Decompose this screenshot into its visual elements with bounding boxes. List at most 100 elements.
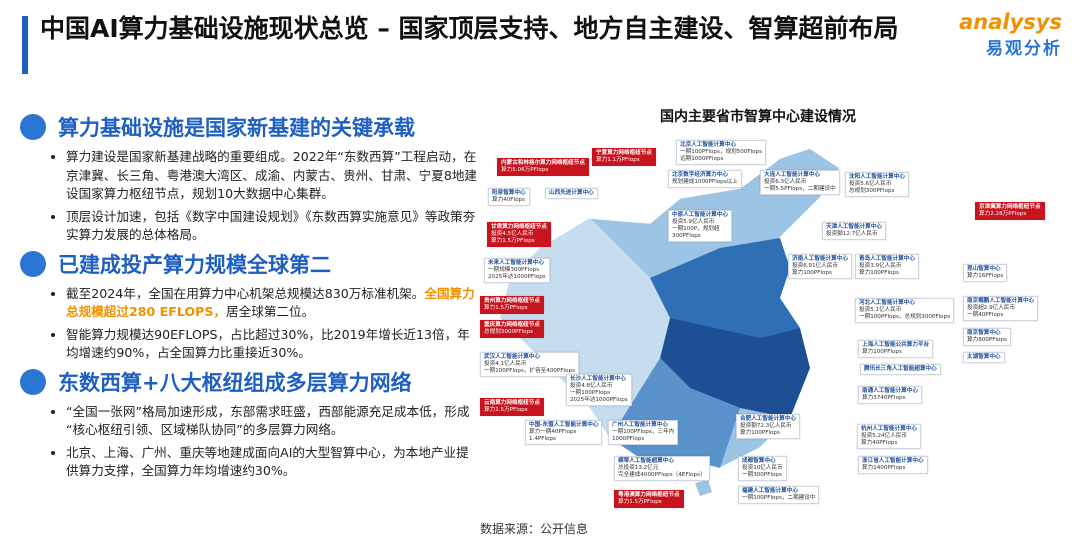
callout: 中原人工智能计算中心 投资5.9亿人民币 一期100P，规划超 300PFlops xyxy=(668,210,732,242)
section-heading: 已建成投产算力规模全球第二 xyxy=(20,249,480,279)
callout-line: 算力1.5万PFlops xyxy=(491,238,535,244)
callout: 福建人工智能计算中心 一期100PFlops，二期建设中 xyxy=(738,486,820,504)
callout: 青岛人工智能计算中心 投资3.9亿人民币 算力100PFlops xyxy=(855,254,919,279)
callout: 横琴人工智能超算中心 总投资13.2亿元 完全建成4000PFlops（4EFlop… xyxy=(614,456,710,481)
callout-line: 算力一期40PFlops xyxy=(529,429,577,435)
callout-title: 上海人工智能公共算力平台 xyxy=(862,342,930,348)
callout-title: 青岛人工智能计算中心 xyxy=(859,256,915,262)
callout-line: 规划建成1000PFlops以上 xyxy=(672,179,738,185)
callout: 甘肃算力网络枢纽节点 投资4.5亿人民币 算力1.5万PFlops xyxy=(487,222,551,247)
callout-line: 投资5.6亿人民币 xyxy=(849,181,892,187)
callout: 南通人工智能计算中心 算力3740PFlops xyxy=(858,386,922,404)
callout-line: 一期100PFlops，三年内 xyxy=(612,429,675,435)
callout-line: 算力2.28万PFlops xyxy=(979,211,1027,217)
callout: 宁夏算力网络枢纽节点 算力1.1万PFlops xyxy=(592,148,656,166)
callout-line: 投资额72.3亿人民币 xyxy=(740,423,792,429)
callout: 北京数字经济算力中心 规划建成1000PFlops以上 xyxy=(668,170,742,188)
bullet: “全国一张网”格局加速形成，东部需求旺盛，西部能源充足成本低，形成“核心枢纽引领… xyxy=(66,403,480,440)
bullet: 算力建设是国家新基建战略的重要组成。2022年“东数西算”工程启动，在京津冀、长… xyxy=(66,148,480,204)
callout-line: 算力1.5万PFlops xyxy=(618,499,662,505)
section-icon xyxy=(20,250,46,277)
callout-title: 沈阳人工智能计算中心 xyxy=(849,174,905,180)
section-heading: 算力基础设施是国家新基建的关键承载 xyxy=(20,112,480,142)
callout-title: 内蒙古和林格尔算力网络枢纽节点 xyxy=(501,160,585,166)
bullet: 截至2024年，全国在用算力中心机架总规模达830万标准机架。全国算力总规模超过… xyxy=(66,285,480,322)
callout: 昆山智算中心 算力16PFlops xyxy=(963,264,1008,282)
callout-title: 河北人工智能计算中心 xyxy=(859,300,915,306)
callout: 太湖智算中心 xyxy=(963,352,1005,363)
callout-line: 投资4.5亿人民币 xyxy=(491,231,534,237)
callout-line: 投资6.3亿人民币 xyxy=(764,179,807,185)
callout-line: 算力40PFlops xyxy=(861,440,898,446)
callout: 云南算力网络枢纽节点 算力1.5万PFlops xyxy=(480,398,544,416)
callout-line: 投资3.9亿人民币 xyxy=(859,263,902,269)
callout-line: 远期1000PFlops xyxy=(680,156,724,162)
callout-title: 宁夏算力网络枢纽节点 xyxy=(596,150,652,156)
callout-line: 投资6.91亿人民币 xyxy=(792,263,839,269)
callout-line: 一期100PFlops，扩容至400PFlops xyxy=(484,368,575,374)
title: 中国AI算力基础设施现状总览 – 国家顶层支持、地方自主建设、智算超前布局 xyxy=(40,14,899,43)
callout-line: 算力3740PFlops xyxy=(862,395,906,401)
callout: 长沙人工智能计算中心 投资4.8亿人民币 一期100PFlops 2025年达1000… xyxy=(566,374,632,406)
callout-title: 南通人工智能计算中心 xyxy=(862,388,918,394)
callout: 京津冀算力网络枢纽节点 算力2.28万PFlops xyxy=(975,202,1045,220)
section-icon xyxy=(20,368,46,395)
bullet-text: 居全球第二位。 xyxy=(226,304,315,319)
source: 数据来源：公开信息 xyxy=(480,522,589,536)
callout: 粤港澳算力网络枢纽节点 算力1.5万PFlops xyxy=(614,490,684,508)
callout-title: 阳泉智算中心 xyxy=(492,190,526,196)
bullet: 顶层设计加速，包括《数字中国建设规划》《东数西算实施意见》等政策夯实算力发展的总… xyxy=(66,208,480,245)
callout-line: 算力40Flops xyxy=(492,197,525,203)
callout: 阳泉智算中心 算力40Flops xyxy=(488,188,530,206)
callout-title: 云南算力网络枢纽节点 xyxy=(484,400,540,406)
callout-title: 中国-东盟人工智能计算中心 xyxy=(529,422,599,428)
callout: 贵州算力网络枢纽节点 算力1.5万PFlops xyxy=(480,296,544,314)
region xyxy=(650,238,800,338)
callout-line: 一期规模300PFlops xyxy=(488,267,540,273)
callout-line: 投资4.1亿人民币 xyxy=(484,361,527,367)
callout: 杭州人工智能计算中心 投资5.24亿人民币 算力40PFlops xyxy=(857,424,921,449)
callout-title: 山西先进计算中心 xyxy=(549,190,594,196)
callout-line: 一期100PFlops xyxy=(570,390,610,396)
bullet: 智能算力规模达90EFLOPS，占比超过30%，比2019年增长近13倍，年均增… xyxy=(66,326,480,363)
callout-line: 投资超2.9亿人民币 xyxy=(967,305,1016,311)
bullet: 北京、上海、广州、重庆等地建成面向AI的大型智算中心，为本地产业提供算力支撑，全… xyxy=(66,444,480,481)
callout: 天津人工智能计算中心 投资额12.7亿人民币 xyxy=(822,222,886,240)
callout-title: 京津冀算力网络枢纽节点 xyxy=(979,204,1041,210)
callout: 中国-东盟人工智能计算中心 算力一期40PFlops 1.4PFlops xyxy=(525,420,603,445)
callout-title: 成都智算中心 xyxy=(742,458,776,464)
callout-line: 算力1.5万PFlops xyxy=(484,407,528,413)
map-title: 国内主要省市智算中心建设情况 xyxy=(660,109,856,125)
callout-line: 1000PFlops xyxy=(612,436,645,442)
callout-line: 投资额12.7亿人民币 xyxy=(826,231,878,237)
callout-line: 投资5.24亿人民币 xyxy=(861,433,908,439)
callout-line: 算力16PFlops xyxy=(967,273,1004,279)
callout: 重庆算力网络枢纽节点 总规划3000PFlops xyxy=(480,320,544,338)
callout-line: 一期40PFlops xyxy=(967,312,1004,318)
logo-en: analysys xyxy=(959,10,1062,34)
callout-line: 算力5.06万PFlops xyxy=(501,167,549,173)
logo-cn: 易观分析 xyxy=(986,39,1062,59)
callout-title: 杭州人工智能计算中心 xyxy=(861,426,917,432)
callout-line: 算力100PFlops xyxy=(740,430,780,436)
callout: 大连人工智能计算中心 投资6.3亿人民币 一期5.5PFlops，二期建设中 xyxy=(760,170,840,195)
callout-line: 一期100PFlops，总规划300PFlops xyxy=(859,314,950,320)
callout-line: 300PFlops xyxy=(672,233,701,239)
section-heading-text: 东数西算+八大枢纽组成多层算力网络 xyxy=(58,370,412,395)
callout-title: 合肥人工智能计算中心 xyxy=(740,416,796,422)
callout-title: 中原人工智能计算中心 xyxy=(672,212,728,218)
callout-title: 贵州算力网络枢纽节点 xyxy=(484,298,540,304)
bullet-text: 智能算力规模达90EFLOPS，占比超过30%，比2019年增长近13倍，年均增… xyxy=(66,326,470,361)
callout-title: 北京数字经济算力中心 xyxy=(672,172,728,178)
callout: 河北人工智能计算中心 投资5.1亿人民币 一期100PFlops，总规划300PFl… xyxy=(855,298,954,323)
bullet-text: “全国一张网”格局加速形成，东部需求旺盛，西部能源充足成本低，形成“核心枢纽引领… xyxy=(66,403,470,438)
callout-line: 一期100PFlops，二期建设中 xyxy=(742,495,816,501)
section-heading-text: 已建成投产算力规模全球第二 xyxy=(58,252,331,277)
callout-line: 投资4.8亿人民币 xyxy=(570,383,613,389)
region xyxy=(660,318,810,418)
bullet-text: 北京、上海、广州、重庆等地建成面向AI的大型智算中心，为本地产业提供算力支撑，全… xyxy=(66,444,469,479)
callout: 腾讯长三角人工智能超算中心 xyxy=(860,364,941,375)
callout-title: 横琴人工智能超算中心 xyxy=(618,458,674,464)
callout: 济南人工智能计算中心 投资6.91亿人民币 算力100PFlops xyxy=(788,254,852,279)
